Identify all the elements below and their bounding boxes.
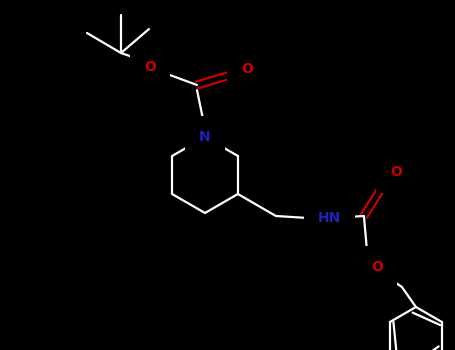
- Text: O: O: [144, 60, 156, 74]
- Text: O: O: [241, 62, 253, 76]
- Text: O: O: [371, 260, 383, 274]
- Text: N: N: [199, 130, 211, 144]
- Text: HN: HN: [318, 211, 341, 225]
- Text: O: O: [390, 165, 402, 179]
